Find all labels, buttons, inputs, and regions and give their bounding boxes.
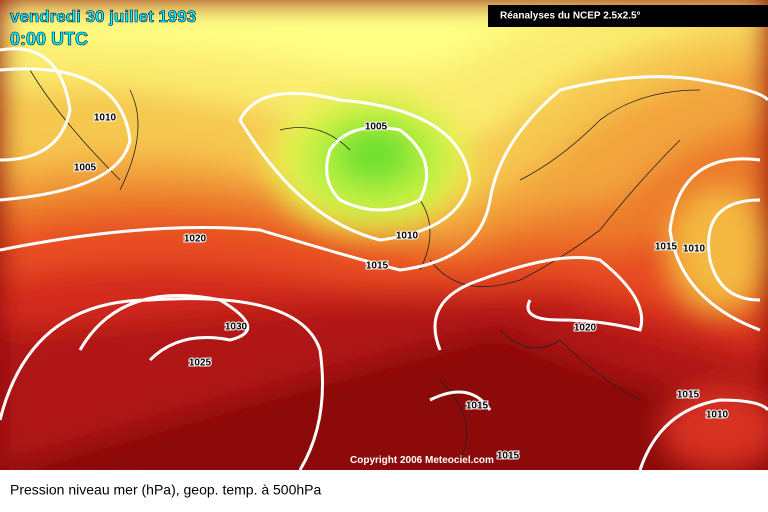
copyright: Copyright 2006 Meteociel.com: [350, 455, 494, 466]
isobar-label: 1025: [189, 358, 212, 369]
caption: Pression niveau mer (hPa), geop. temp. à…: [10, 482, 322, 498]
isobar-label: 1020: [574, 323, 597, 334]
isobar-label: 1015: [466, 401, 489, 412]
map: 1010 1005 1005 1020 1010 1015 1015 1010 1030 1025…: [0, 0, 768, 470]
date: vendredi 30 juillet 1993: [10, 7, 196, 26]
isobar-label: 1015: [655, 242, 678, 253]
source-box: [488, 5, 768, 27]
isobar-label: 1030: [225, 322, 248, 333]
isobar-label: 1010: [94, 113, 117, 124]
isobars: [0, 47, 768, 470]
source: Réanalyses du NCEP 2.5x2.5°: [500, 11, 641, 22]
isobar-label: 1010: [706, 410, 729, 421]
isobar-label: 1015: [497, 451, 520, 462]
isobar-label: 1010: [396, 231, 419, 242]
isobar-label: 1010: [683, 244, 706, 255]
isobar-label: 1020: [184, 234, 207, 245]
isobar-label: 1015: [366, 261, 389, 272]
isobar-label: 1015: [677, 390, 700, 401]
time: 0:00 UTC: [10, 29, 88, 49]
isobar-label: 1005: [365, 122, 388, 133]
isobar-label: 1005: [74, 163, 97, 174]
